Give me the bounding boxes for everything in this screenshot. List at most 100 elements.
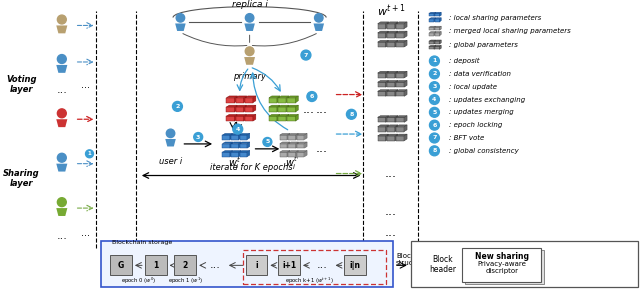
Polygon shape [314, 23, 324, 31]
Polygon shape [269, 105, 280, 107]
Polygon shape [404, 116, 407, 122]
Text: Voting
layer: Voting layer [6, 75, 36, 94]
Polygon shape [396, 134, 407, 136]
Polygon shape [297, 151, 307, 152]
Polygon shape [378, 73, 386, 78]
Polygon shape [247, 142, 250, 148]
Polygon shape [386, 81, 388, 87]
Polygon shape [239, 142, 241, 148]
Text: i: i [255, 261, 258, 270]
Text: ...: ... [316, 260, 327, 270]
Polygon shape [56, 25, 67, 33]
Polygon shape [435, 19, 440, 22]
Polygon shape [244, 23, 255, 31]
FancyBboxPatch shape [145, 256, 166, 275]
Polygon shape [244, 96, 246, 102]
Polygon shape [234, 96, 237, 102]
Polygon shape [434, 32, 436, 36]
Polygon shape [440, 18, 441, 22]
Text: : deposit: : deposit [449, 58, 480, 64]
Polygon shape [244, 105, 246, 112]
Polygon shape [395, 81, 398, 87]
Polygon shape [396, 117, 404, 122]
Polygon shape [429, 12, 436, 13]
Circle shape [166, 129, 175, 138]
Polygon shape [435, 32, 441, 33]
Polygon shape [230, 133, 232, 140]
Polygon shape [435, 46, 440, 49]
Circle shape [315, 14, 323, 22]
Polygon shape [386, 90, 388, 96]
Polygon shape [296, 96, 298, 102]
Polygon shape [396, 125, 407, 127]
Text: replica i: replica i [232, 0, 268, 9]
Circle shape [58, 15, 67, 24]
Polygon shape [277, 96, 280, 102]
Polygon shape [289, 151, 298, 152]
Circle shape [176, 14, 185, 22]
Polygon shape [289, 144, 296, 148]
Polygon shape [296, 114, 298, 121]
Polygon shape [378, 82, 386, 87]
Text: : BFT vote: : BFT vote [449, 135, 484, 141]
Circle shape [429, 69, 440, 79]
Circle shape [263, 138, 272, 146]
Polygon shape [236, 98, 244, 102]
Text: epoch 1 ($w^1$): epoch 1 ($w^1$) [168, 276, 203, 286]
Text: ...: ... [81, 228, 90, 238]
Polygon shape [245, 107, 253, 112]
Circle shape [429, 107, 440, 117]
Polygon shape [378, 134, 388, 136]
Polygon shape [247, 151, 250, 157]
Text: 2: 2 [175, 104, 180, 109]
Text: ...: ... [209, 260, 220, 270]
Polygon shape [223, 151, 232, 152]
Text: : local update: : local update [449, 84, 497, 90]
Polygon shape [386, 22, 388, 29]
Polygon shape [297, 135, 305, 140]
FancyBboxPatch shape [344, 256, 366, 275]
Polygon shape [378, 117, 386, 122]
Text: Block
structure: Block structure [396, 253, 428, 266]
Polygon shape [305, 142, 307, 148]
Circle shape [58, 109, 67, 118]
Polygon shape [247, 133, 250, 140]
Polygon shape [223, 142, 232, 144]
Text: ...: ... [303, 103, 315, 116]
Text: ...: ... [385, 167, 397, 180]
Polygon shape [396, 82, 404, 87]
Polygon shape [227, 116, 234, 121]
Polygon shape [387, 42, 395, 47]
Text: 2: 2 [183, 261, 188, 270]
Polygon shape [395, 134, 398, 141]
Circle shape [173, 101, 182, 111]
Polygon shape [395, 125, 398, 131]
Circle shape [58, 55, 67, 63]
Circle shape [429, 146, 440, 156]
Polygon shape [287, 133, 290, 140]
Polygon shape [289, 152, 296, 157]
FancyBboxPatch shape [462, 248, 541, 282]
Polygon shape [280, 152, 287, 157]
Polygon shape [395, 90, 398, 96]
Polygon shape [378, 40, 388, 42]
Text: : global parameters: : global parameters [449, 42, 518, 48]
Polygon shape [396, 90, 407, 91]
Polygon shape [269, 98, 277, 102]
Polygon shape [297, 133, 307, 135]
Polygon shape [280, 142, 290, 144]
Polygon shape [387, 73, 395, 78]
Polygon shape [435, 27, 440, 30]
Circle shape [429, 82, 440, 92]
Polygon shape [231, 152, 239, 157]
Polygon shape [289, 133, 298, 135]
Text: 2: 2 [432, 71, 436, 76]
Polygon shape [277, 105, 280, 112]
Polygon shape [278, 107, 286, 112]
Polygon shape [227, 107, 234, 112]
Polygon shape [396, 24, 404, 29]
Polygon shape [429, 33, 434, 36]
Polygon shape [396, 42, 404, 47]
Text: i|n: i|n [350, 261, 361, 270]
Polygon shape [387, 125, 398, 127]
